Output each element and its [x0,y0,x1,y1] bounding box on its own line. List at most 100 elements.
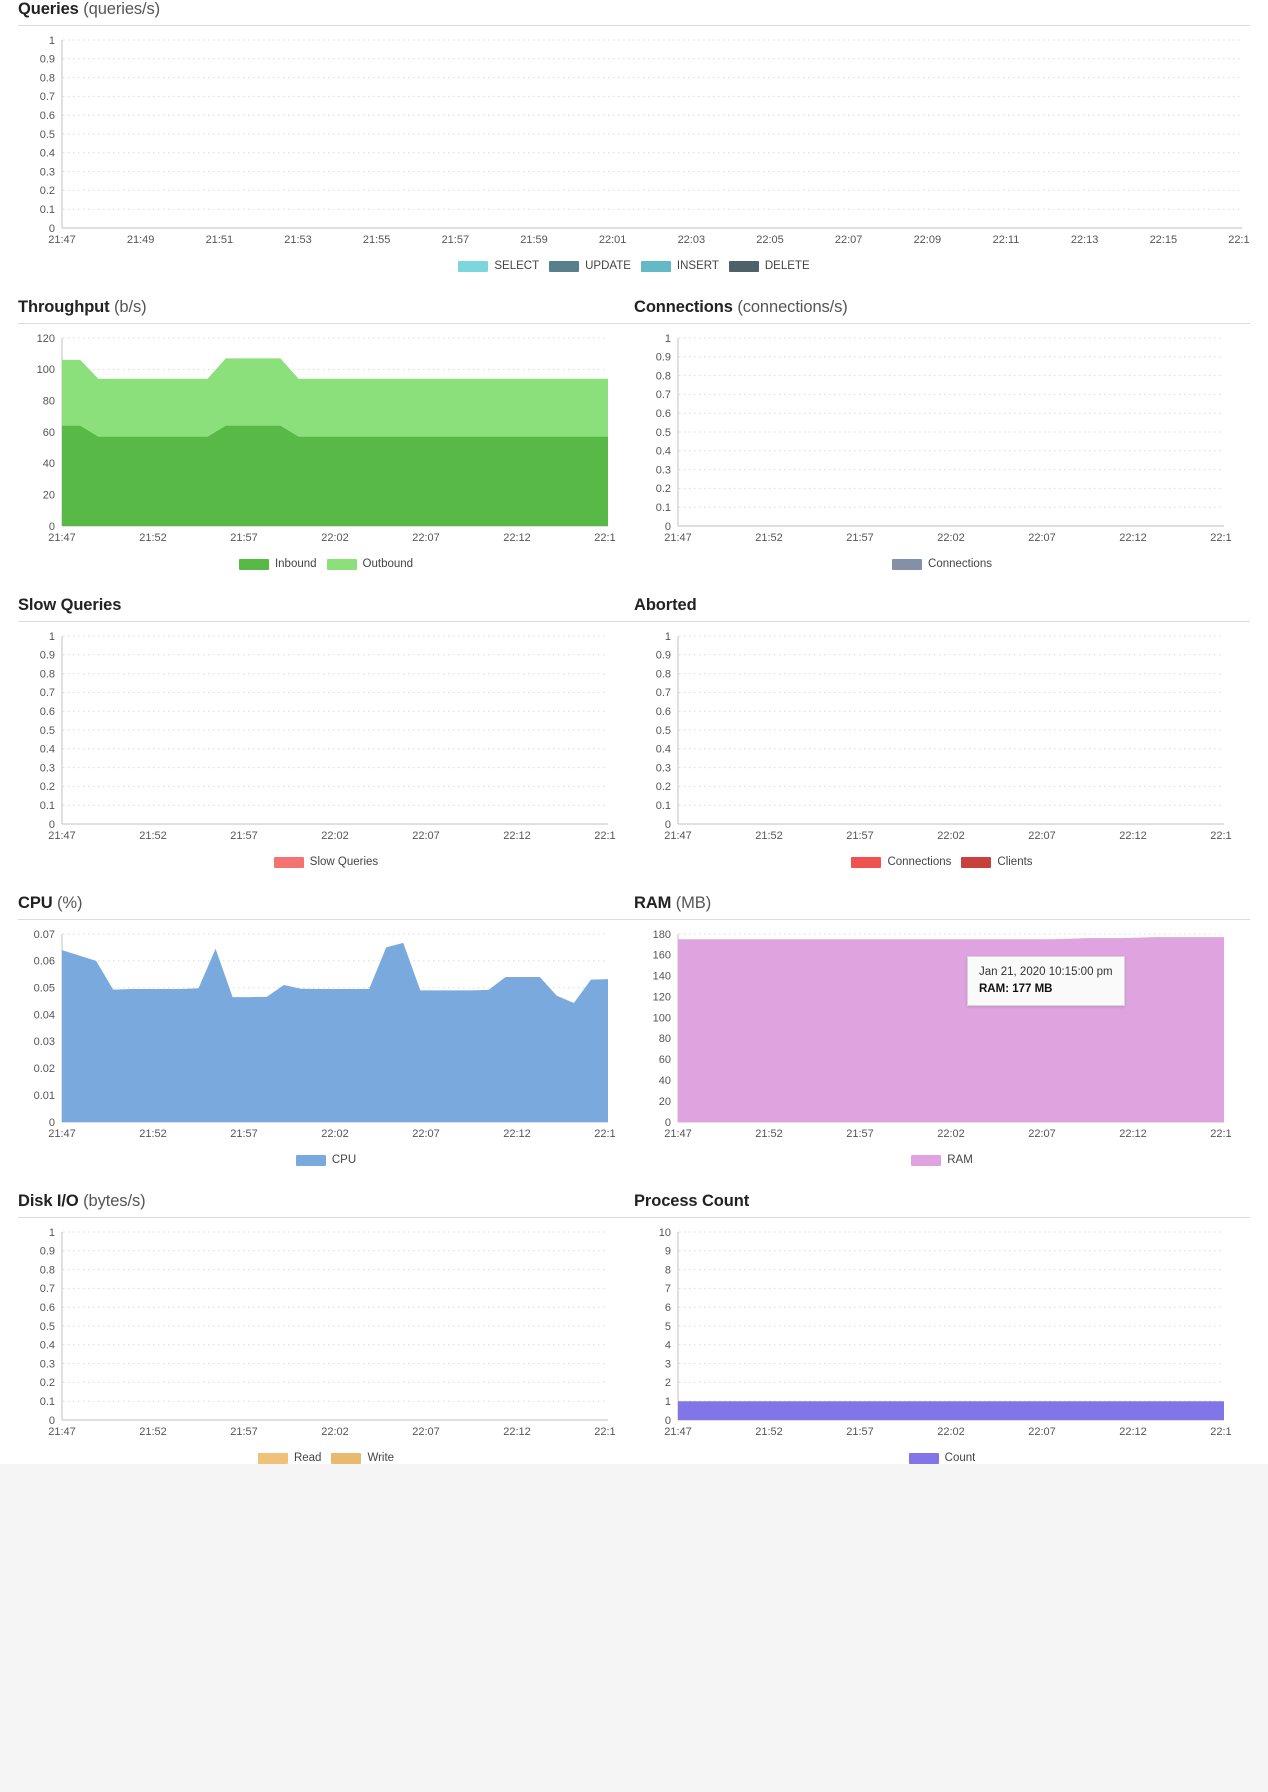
svg-text:0.5: 0.5 [40,725,55,737]
queries-plot-svg[interactable]: 0 0.1 0.2 0.3 0.4 0.5 0.6 0.7 0.8 0.9 1 21:47 21:49 2… [18,32,1250,254]
legend-item[interactable]: Inbound [238,558,317,570]
legend-label: DELETE [764,260,810,272]
chart-connections[interactable]: 0 0.1 0.2 0.3 0.4 0.5 0.6 0.7 0.8 0.9 1 21:47 21:52 2… [634,330,1250,552]
svg-text:21:57: 21:57 [846,532,874,544]
tooltip-timestamp: Jan 21, 2020 10:15:00 pm [979,966,1113,978]
svg-text:0.9: 0.9 [656,650,671,662]
svg-text:21:49: 21:49 [127,234,155,246]
svg-text:21:52: 21:52 [755,830,783,842]
legend-item[interactable]: INSERT [640,260,719,272]
legend-item[interactable]: Count [908,1452,975,1464]
svg-text:22:02: 22:02 [937,1426,965,1438]
legend-swatch-icon [326,558,357,570]
svg-text:1: 1 [49,1227,55,1239]
throughput-plot-svg[interactable]: 0 20 40 60 80 100 120 21:47 21:52 21:57 22:02 22:07… [18,330,616,552]
svg-text:0.4: 0.4 [40,744,55,756]
svg-text:0.5: 0.5 [40,129,55,141]
svg-text:20: 20 [43,489,55,501]
svg-text:22:17: 22:17 [1228,234,1250,246]
svg-text:0.6: 0.6 [40,706,55,718]
svg-text:1: 1 [49,35,55,47]
chart-queries[interactable]: 0 0.1 0.2 0.3 0.4 0.5 0.6 0.7 0.8 0.9 1 21:47 21:49 2… [18,32,1250,254]
svg-text:22:07: 22:07 [412,1128,440,1140]
svg-text:22:12: 22:12 [1119,1426,1147,1438]
panel-title-ram: RAM (MB) [634,894,1250,919]
legend-swatch-icon [961,856,992,868]
svg-text:22:07: 22:07 [1028,1128,1056,1140]
svg-text:0.1: 0.1 [656,800,671,812]
disk-io-plot-svg[interactable]: 0 0.1 0.2 0.3 0.4 0.5 0.6 0.7 0.8 0.9 1 21:47 21:52 2… [18,1224,616,1446]
legend-item[interactable]: UPDATE [549,260,631,272]
svg-text:1: 1 [665,1396,671,1408]
svg-text:22:12: 22:12 [503,1426,531,1438]
svg-text:0.6: 0.6 [656,408,671,420]
aborted-plot-svg[interactable]: 0 0.1 0.2 0.3 0.4 0.5 0.6 0.7 0.8 0.9 1 21:47 21:52 2… [634,628,1232,850]
legend-item[interactable]: RAM [911,1154,973,1166]
connections-plot-svg[interactable]: 0 0.1 0.2 0.3 0.4 0.5 0.6 0.7 0.8 0.9 1 21:47 21:52 2… [634,330,1232,552]
svg-text:0.6: 0.6 [656,706,671,718]
cpu-plot-svg[interactable]: 0 0.01 0.02 0.03 0.04 0.05 0.06 0.07 21:47 21:52 2… [18,926,616,1148]
ram-plot-svg[interactable]: 0 20 40 60 80 100 120 140 160 180 21:47 21:52 21:57 2… [634,926,1232,1148]
svg-text:0.6: 0.6 [40,1302,55,1314]
svg-text:0.9: 0.9 [40,1246,55,1258]
svg-text:80: 80 [43,395,55,407]
panel-title-disk-io: Disk I/O (bytes/s) [18,1192,634,1217]
legend-item[interactable]: Clients [961,856,1033,868]
chart-throughput[interactable]: 0 20 40 60 80 100 120 21:47 21:52 21:57 22:02 22:07… [18,330,634,552]
svg-text:22:17: 22:17 [1210,1128,1232,1140]
process-count-plot-svg[interactable]: 0 1 2 3 4 5 6 7 8 9 10 21:47 21:52 21:57 22:02 22:07 22:… [634,1224,1232,1446]
svg-text:0.1: 0.1 [656,502,671,514]
legend-item[interactable]: Outbound [326,558,413,570]
svg-text:0.3: 0.3 [656,464,671,476]
legend-swatch-icon [908,1452,939,1464]
legend-item[interactable]: DELETE [728,260,810,272]
legend-item[interactable]: SELECT [458,260,539,272]
legend-item[interactable]: Slow Queries [273,856,378,868]
legend-item[interactable]: Write [331,1452,394,1464]
svg-text:0.1: 0.1 [40,1396,55,1408]
svg-text:120: 120 [37,333,55,345]
svg-text:21:52: 21:52 [755,1128,783,1140]
svg-text:0: 0 [49,1415,55,1427]
legend-item[interactable]: Connections [851,856,951,868]
svg-text:0.5: 0.5 [656,725,671,737]
svg-text:80: 80 [659,1033,671,1045]
panel-title-text: Slow Queries [18,596,122,614]
svg-text:2: 2 [665,1377,671,1389]
svg-text:22:17: 22:17 [594,1426,616,1438]
svg-text:22:17: 22:17 [1210,532,1232,544]
panel-slow-queries: Slow Queries 0 0.1 0.2 0.3 0.4 0.5 0.6 0.7 0.8 0.… [18,596,634,868]
panel-title-connections: Connections (connections/s) [634,298,1250,323]
panel-throughput: Throughput (b/s) 0 20 40 60 80 100 120 21:47 21:… [18,298,634,570]
svg-text:0.03: 0.03 [34,1036,55,1048]
legend-swatch-icon [273,856,304,868]
title-divider [634,323,1250,324]
svg-text:21:57: 21:57 [846,830,874,842]
panel-unit-text: (queries/s) [83,0,161,18]
panel-title-text: CPU [18,894,53,912]
dashboard-row-3: Slow Queries 0 0.1 0.2 0.3 0.4 0.5 0.6 0.7 0.8 0.… [18,596,1250,868]
legend-item[interactable]: Connections [892,558,992,570]
chart-ram[interactable]: 0 20 40 60 80 100 120 140 160 180 21:47 21:52 21:57 2… [634,926,1250,1148]
slow-queries-plot-svg[interactable]: 0 0.1 0.2 0.3 0.4 0.5 0.6 0.7 0.8 0.9 1 21:47 21:52 2… [18,628,616,850]
chart-cpu[interactable]: 0 0.01 0.02 0.03 0.04 0.05 0.06 0.07 21:47 21:52 2… [18,926,634,1148]
svg-text:22:12: 22:12 [503,1128,531,1140]
panel-disk-io: Disk I/O (bytes/s) 0 0.1 0.2 0.3 0.4 0.5 0.6 0.… [18,1192,634,1464]
svg-text:1: 1 [665,333,671,345]
svg-text:22:12: 22:12 [1119,532,1147,544]
svg-text:22:07: 22:07 [1028,1426,1056,1438]
panel-title-text: Disk I/O [18,1192,79,1210]
panel-title-text: Connections [634,298,733,316]
chart-slow-queries[interactable]: 0 0.1 0.2 0.3 0.4 0.5 0.6 0.7 0.8 0.9 1 21:47 21:52 2… [18,628,634,850]
legend-aborted: Connections Clients [634,850,1250,868]
panel-process-count: Process Count 0 1 2 3 4 5 6 7 8 9 10 21:47 21:52 21:5… [634,1192,1250,1464]
svg-text:22:02: 22:02 [321,1426,349,1438]
legend-item[interactable]: Read [257,1452,321,1464]
panel-unit-text: (connections/s) [737,298,848,316]
chart-aborted[interactable]: 0 0.1 0.2 0.3 0.4 0.5 0.6 0.7 0.8 0.9 1 21:47 21:52 2… [634,628,1250,850]
legend-throughput: Inbound Outbound [18,552,634,570]
legend-item[interactable]: CPU [295,1154,356,1166]
chart-disk-io[interactable]: 0 0.1 0.2 0.3 0.4 0.5 0.6 0.7 0.8 0.9 1 21:47 21:52 2… [18,1224,634,1446]
chart-process-count[interactable]: 0 1 2 3 4 5 6 7 8 9 10 21:47 21:52 21:57 22:02 22:07 22:… [634,1224,1250,1446]
legend-label: Connections [928,558,992,570]
